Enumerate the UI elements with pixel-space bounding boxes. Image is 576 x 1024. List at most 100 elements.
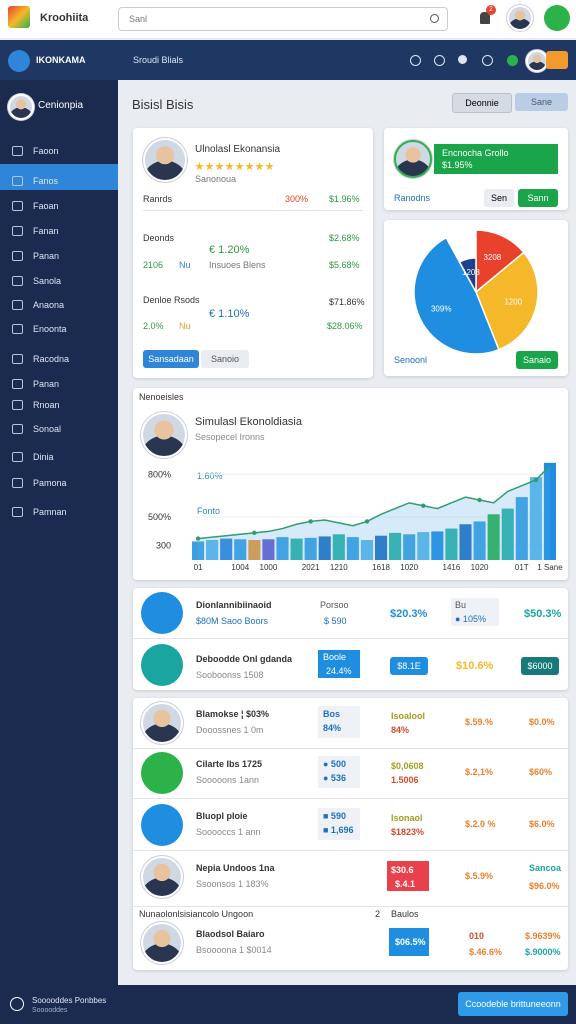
menu-item[interactable]: Sonoal	[33, 424, 62, 434]
cell: $.59.%	[465, 717, 494, 727]
bar	[262, 539, 275, 560]
cell: 24.4%	[326, 666, 352, 676]
footer-button[interactable]: Ccoodeble brittuneeonn	[458, 992, 568, 1016]
cell: $30.6	[391, 865, 414, 875]
footer: Sooooddes Ponbbes Sooooddes Ccoodeble br…	[0, 985, 576, 1024]
cell: $.9000%	[525, 947, 561, 957]
nav-icon[interactable]	[482, 55, 493, 66]
nav-icon[interactable]	[458, 55, 467, 64]
cell: $0.0%	[529, 717, 555, 727]
menu-icon	[12, 276, 23, 286]
menu-item[interactable]: Pamnan	[33, 507, 67, 517]
cell-box	[318, 706, 360, 738]
nav-status	[507, 55, 518, 66]
button[interactable]: Sanaio	[516, 351, 558, 369]
y-tick-label: 500%	[148, 512, 171, 522]
cell-box	[318, 650, 360, 678]
line-point	[195, 536, 201, 541]
menu-item[interactable]: Sanola	[33, 276, 62, 286]
header-button[interactable]: Sane	[515, 93, 568, 111]
line-point	[252, 530, 257, 536]
value: $5.68%	[329, 260, 360, 270]
menu-item[interactable]: Panan	[33, 251, 60, 261]
menu-item[interactable]: Racodna	[33, 354, 70, 364]
line-point	[477, 497, 482, 503]
profile-card: Ulnolasl Ekonansia Sanonoua Ranrds 300% …	[133, 128, 373, 378]
button[interactable]: Sann	[518, 189, 558, 207]
slice-label: 309%	[431, 304, 451, 313]
bar	[515, 497, 528, 560]
x-tick-label: 2021	[302, 563, 320, 572]
menu-icon	[12, 324, 23, 334]
slice-label: 1200	[504, 298, 522, 307]
value: 300%	[285, 194, 309, 204]
cell: 1.5006	[391, 775, 419, 785]
bar	[431, 531, 444, 560]
row-sub: Bsoooona 1 $0014	[196, 945, 272, 955]
divider	[133, 906, 568, 907]
menu-item[interactable]: Fanos	[33, 176, 59, 186]
y-tick-label: 300	[156, 541, 171, 551]
avatar	[394, 140, 432, 178]
cell: $0,0608	[391, 761, 424, 771]
button[interactable]: Sanoio	[201, 350, 249, 368]
menu-button[interactable]	[8, 50, 30, 72]
cell: Bos	[323, 709, 341, 719]
name: Ulnolasl Ekonansia	[195, 144, 281, 155]
button[interactable]: Sen	[484, 189, 514, 207]
row-icon	[141, 592, 183, 634]
menu-item[interactable]: Anaona	[33, 300, 65, 310]
x-tick-label: 1618	[372, 563, 390, 572]
search-box[interactable]: Sanl	[118, 7, 448, 31]
cell: Isoalool	[391, 711, 426, 721]
button[interactable]: Sansadaan	[143, 350, 199, 368]
star	[215, 162, 224, 171]
menu-icon	[12, 251, 23, 261]
menu-item[interactable]: Fanan	[33, 226, 59, 236]
menu-icon	[12, 424, 23, 434]
nav-icon[interactable]	[410, 55, 421, 66]
divider	[133, 850, 568, 851]
row-icon	[141, 752, 183, 794]
row-title: Cilarte Ibs 1725	[196, 759, 263, 769]
menu-item[interactable]: Faoon	[33, 146, 59, 156]
row-avatar	[141, 922, 183, 964]
menu-item[interactable]: Panan	[33, 379, 60, 389]
banner	[434, 144, 558, 174]
line-point	[533, 477, 539, 483]
star	[225, 162, 234, 171]
nav-avatar[interactable]	[526, 50, 548, 72]
row-sub: $80M Saoo Boors	[196, 616, 269, 626]
menu-item[interactable]: Enoonta	[33, 324, 67, 334]
card-header: Nenoeisles	[139, 392, 184, 402]
menu-item[interactable]: Rnoan	[33, 400, 60, 410]
top-bar: Kroohiita Sanl 2	[0, 0, 576, 38]
cell: $50.3%	[524, 608, 562, 620]
bell-icon[interactable]	[480, 12, 490, 24]
menu-item[interactable]: Dinia	[33, 452, 54, 462]
cell: $10.6%	[456, 660, 494, 672]
cell: ■ 1,696	[323, 825, 354, 835]
star	[235, 162, 244, 171]
pie-slice	[475, 251, 539, 351]
user-avatar[interactable]	[507, 5, 533, 31]
nav-icon[interactable]	[434, 55, 445, 66]
row-sub: Sooooons 1ann	[196, 775, 260, 785]
header-button[interactable]: Deonnie	[452, 93, 512, 113]
status-icon[interactable]	[544, 5, 570, 31]
value: Nu	[179, 321, 191, 331]
cell: ● 536	[323, 773, 346, 783]
star	[245, 162, 254, 171]
cell: ● 105%	[455, 614, 486, 624]
nav-bar: IKONKAMA Sroudi Blials	[0, 40, 576, 80]
row-title: Dionlannibiinaoid	[196, 600, 272, 610]
bar	[417, 532, 430, 560]
nav-action[interactable]	[546, 51, 568, 69]
menu-icon	[12, 146, 23, 156]
value: 2.0%	[143, 321, 164, 331]
avatar	[141, 412, 187, 458]
menu-icon	[12, 400, 23, 410]
bar	[290, 538, 303, 560]
menu-item[interactable]: Pamona	[33, 478, 67, 488]
menu-item[interactable]: Faoan	[33, 201, 59, 211]
